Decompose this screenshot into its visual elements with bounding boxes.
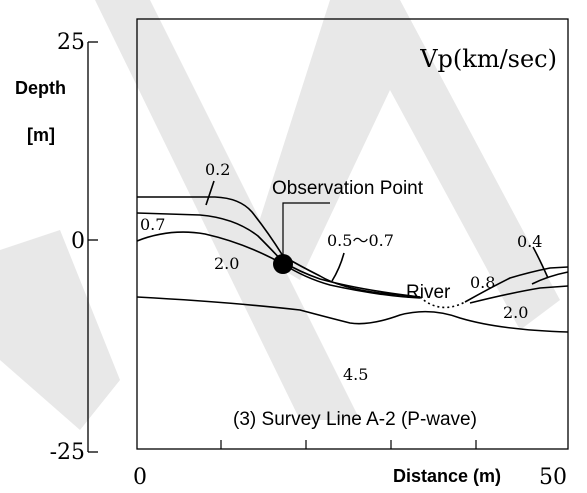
y-tick-label-bottom: -25	[50, 440, 85, 465]
y-tick-label-top: 25	[57, 30, 85, 55]
observation-point-leader	[282, 202, 330, 262]
watermark-shape	[0, 0, 560, 430]
velocity-label-2-0-right: 2.0	[503, 303, 528, 322]
y-axis-label-unit: [m]	[27, 125, 55, 145]
y-axis-label-depth: Depth	[15, 78, 66, 98]
lead-line-0-4	[532, 246, 549, 279]
observation-point-label: Observation Point	[272, 178, 424, 199]
boundary-right-0-4	[531, 271, 569, 285]
plot-frame	[136, 18, 569, 450]
observation-point-marker	[273, 254, 293, 274]
velocity-label-4-5: 4.5	[343, 365, 368, 384]
velocity-label-0-5-0-7: 0.5～0.7	[327, 231, 394, 250]
figure-caption: (3) Survey Line A-2 (P-wave)	[233, 409, 477, 430]
velocity-label-0-8: 0.8	[470, 273, 495, 292]
x-tick-label-start: 0	[133, 465, 147, 490]
boundary-top-0-2	[137, 196, 421, 298]
velocity-label-0-4: 0.4	[517, 232, 542, 251]
lead-line-0-5-0-7	[331, 252, 345, 282]
velocity-label-0-2: 0.2	[205, 160, 230, 179]
y-tick-label-zero: 0	[71, 229, 85, 254]
river-label: River	[406, 282, 451, 303]
boundary-right-0-8	[469, 285, 569, 304]
x-axis-label: Distance (m)	[393, 466, 501, 486]
boundary-deep-4-5	[136, 296, 569, 333]
lead-line-0-2	[205, 180, 215, 206]
x-tick-label-end: 50	[539, 465, 567, 490]
boundary-river-right	[464, 266, 569, 303]
velocity-label-2-0-left: 2.0	[214, 254, 239, 273]
velocity-unit-label: Vp(km/sec)	[419, 45, 557, 73]
velocity-label-0-7: 0.7	[140, 215, 165, 234]
